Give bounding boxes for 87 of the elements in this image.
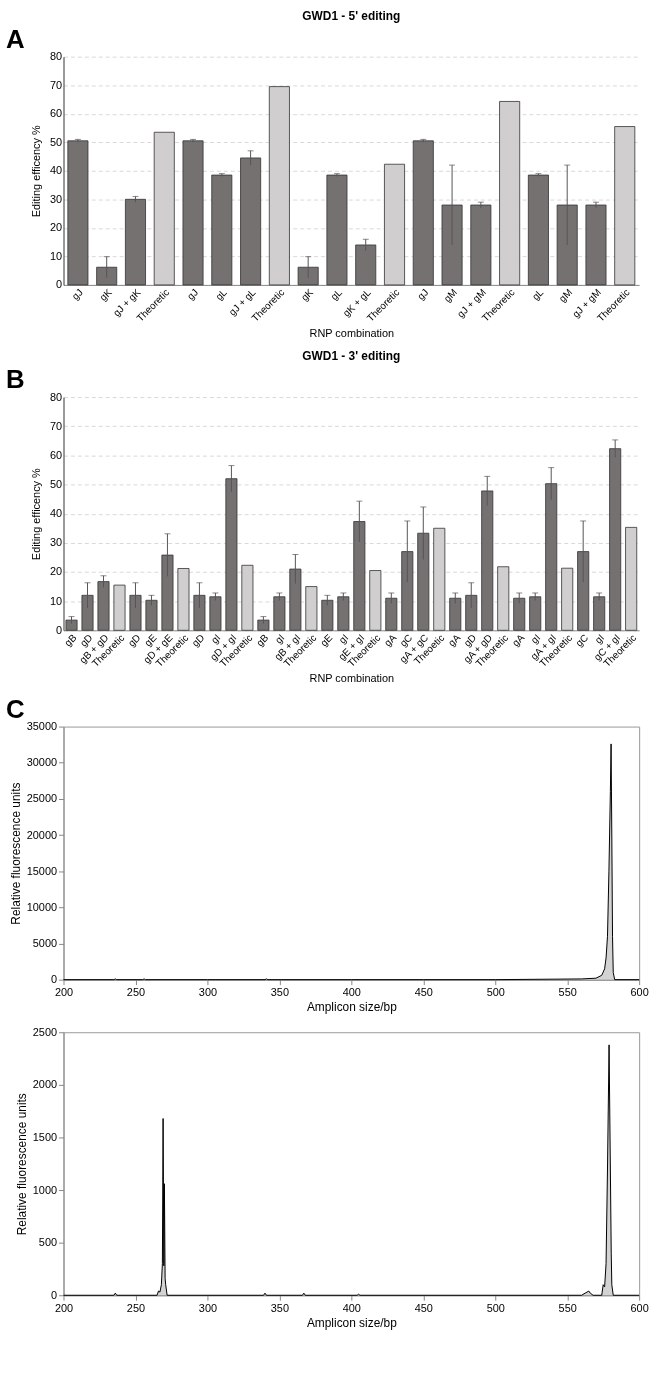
x-tick-label: gJ xyxy=(69,286,85,302)
x-tick-label: 600 xyxy=(630,1301,649,1314)
x-tick-label: 450 xyxy=(414,986,433,999)
x-tick-label: gJ xyxy=(184,286,201,302)
x-tick-label: gD xyxy=(125,632,143,649)
y-tick-label: 1500 xyxy=(32,1130,58,1143)
x-tick-label: gA xyxy=(509,631,527,649)
x-tick-label: 500 xyxy=(486,1301,505,1314)
y-axis-title: Editing efficency % xyxy=(29,467,42,561)
y-tick-label: 5000 xyxy=(32,936,58,949)
x-axis-title: Amplicon size/bp xyxy=(306,1315,398,1330)
x-tick-label: gI xyxy=(208,632,223,646)
x-tick-label: gI xyxy=(336,632,351,646)
text: B xyxy=(5,365,25,394)
x-tick-label: 400 xyxy=(342,1301,361,1314)
y-tick-label: 80 xyxy=(49,50,63,63)
x-tick-label: 300 xyxy=(198,1301,218,1314)
x-tick-label: gK xyxy=(97,286,114,303)
y-tick-label: 1000 xyxy=(32,1183,58,1196)
y-tick-label: 0 xyxy=(55,278,63,291)
x-tick-label: 400 xyxy=(342,986,361,999)
y-axis-title: Relative fluorescence units xyxy=(14,1093,29,1236)
y-tick-label: 2000 xyxy=(32,1078,58,1091)
x-tick-label: gB xyxy=(62,631,79,649)
x-tick-label: 200 xyxy=(54,986,74,999)
y-tick-label: 80 xyxy=(49,390,63,403)
x-axis-title: RNP combination xyxy=(309,671,395,684)
y-tick-label: 60 xyxy=(49,448,63,461)
x-tick-label: 550 xyxy=(558,1301,577,1314)
x-tick-label: 350 xyxy=(270,1301,289,1314)
x-tick-label: gE xyxy=(318,631,335,649)
text: A xyxy=(5,24,25,53)
x-tick-label: 250 xyxy=(126,986,146,999)
x-tick-label: 600 xyxy=(630,986,649,999)
y-tick-label: 0 xyxy=(50,1288,58,1301)
y-tick-label: 2500 xyxy=(32,1025,58,1038)
x-tick-label: gI xyxy=(528,632,543,646)
y-tick-label: 0 xyxy=(55,623,63,636)
chart-title: GWD1 - 3' editing xyxy=(302,349,401,364)
y-axis-title: Relative fluorescence units xyxy=(8,782,23,925)
y-tick-label: 50 xyxy=(49,135,63,148)
x-tick-label: 550 xyxy=(558,986,577,999)
x-tick-label: gA xyxy=(381,631,399,649)
x-tick-label: gL xyxy=(213,286,230,303)
y-tick-label: 500 xyxy=(38,1236,58,1249)
y-tick-label: 30000 xyxy=(26,756,58,769)
x-tick-label: gK xyxy=(298,286,316,303)
y-tick-label: 20 xyxy=(49,221,63,234)
x-tick-label: gI xyxy=(272,632,287,646)
y-tick-label: 0 xyxy=(50,973,58,986)
x-tick-label: 300 xyxy=(198,986,218,999)
x-tick-label: gM xyxy=(441,286,460,305)
x-tick-label: gC xyxy=(573,632,591,649)
x-tick-label: 350 xyxy=(270,986,289,999)
y-tick-label: 70 xyxy=(49,419,63,432)
y-tick-label: 70 xyxy=(49,78,63,91)
chart-title: GWD1 - 5' editing xyxy=(302,8,401,23)
x-tick-label: 200 xyxy=(54,1301,74,1314)
x-tick-label: 500 xyxy=(486,986,505,999)
y-axis-title: Editing efficency % xyxy=(29,125,42,218)
y-tick-label: 20000 xyxy=(26,828,58,841)
x-tick-label: gJ xyxy=(415,286,431,302)
y-tick-label: 10 xyxy=(49,249,63,262)
x-tick-label: gB xyxy=(254,631,271,649)
x-axis-title: Amplicon size/bp xyxy=(306,999,398,1014)
y-tick-label: 35000 xyxy=(26,720,58,733)
x-tick-label: 450 xyxy=(414,1301,433,1314)
y-tick-label: 25000 xyxy=(26,792,58,805)
y-tick-label: 60 xyxy=(49,107,63,120)
y-tick-label: 10000 xyxy=(26,900,58,913)
x-tick-label: gA xyxy=(445,631,463,649)
x-tick-label: gM xyxy=(556,286,575,305)
y-tick-label: 15000 xyxy=(26,864,58,877)
x-tick-label: gL xyxy=(328,286,345,303)
y-tick-label: 10 xyxy=(49,594,63,607)
y-tick-label: 40 xyxy=(49,507,63,520)
y-tick-label: 50 xyxy=(49,478,63,490)
y-tick-label: 30 xyxy=(49,192,63,205)
x-tick-label: gI xyxy=(592,632,607,646)
y-tick-label: 40 xyxy=(49,164,63,177)
y-tick-label: 30 xyxy=(49,536,63,549)
x-tick-label: gL xyxy=(529,286,546,303)
text: C xyxy=(5,694,25,723)
x-tick-label: gD xyxy=(189,632,207,649)
y-tick-label: 20 xyxy=(49,565,63,578)
x-axis-title: RNP combination xyxy=(309,326,395,339)
x-tick-label: 250 xyxy=(126,1301,146,1314)
